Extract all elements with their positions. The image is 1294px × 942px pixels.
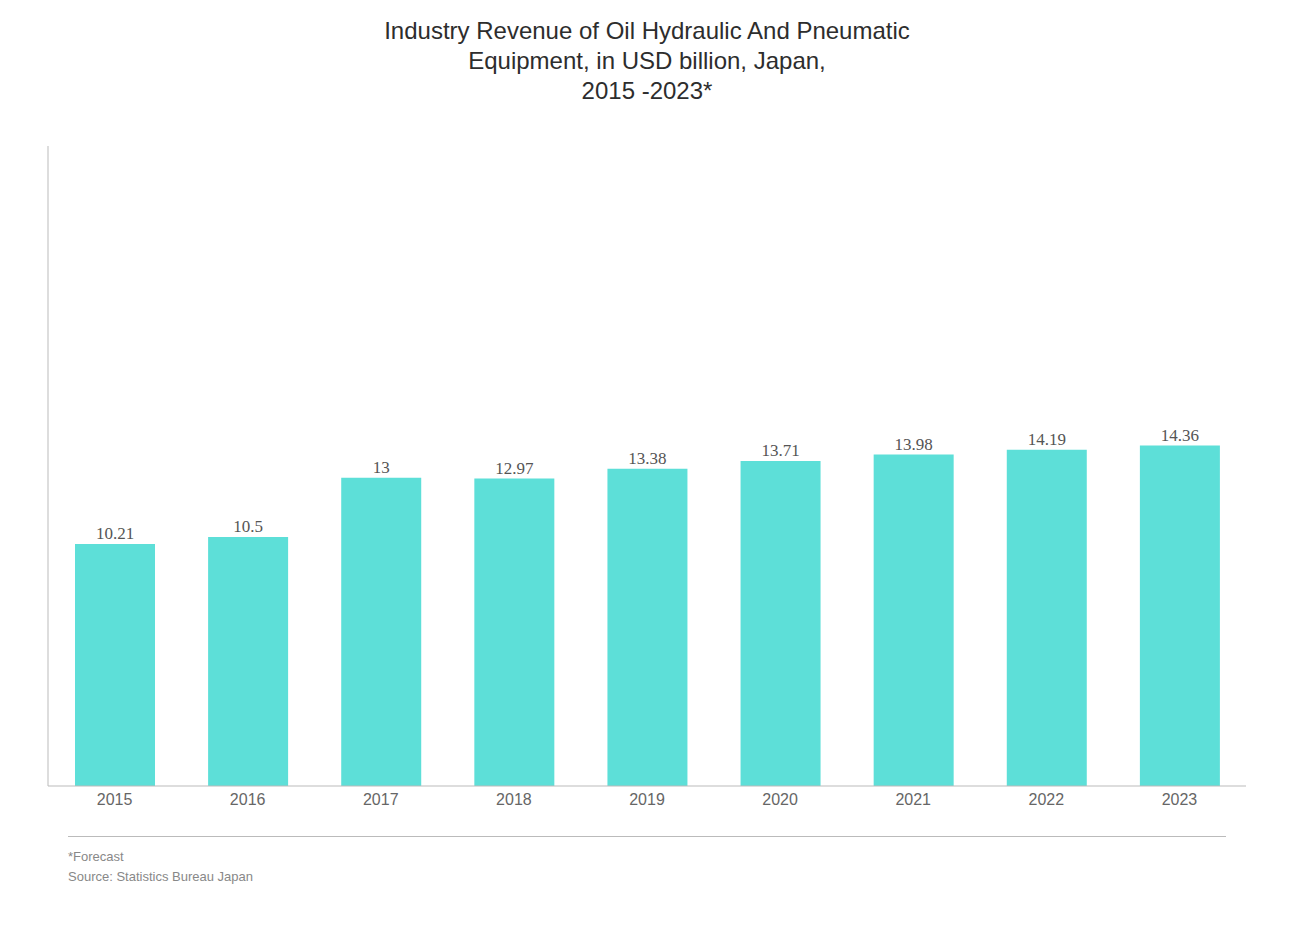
svg-text:13.98: 13.98 [895, 435, 933, 454]
html-text:2015 -2023*: 2015 -2023* [581, 77, 713, 104]
svg-text:12.97: 12.97 [495, 459, 534, 478]
svg-text:13.38: 13.38 [628, 449, 666, 468]
svg-text:2019: 2019 [629, 791, 665, 808]
svg-text:10.5: 10.5 [233, 517, 263, 536]
svg-text:10.21: 10.21 [96, 524, 134, 543]
svg-text:14.19: 14.19 [1028, 430, 1066, 449]
svg-text:13: 13 [373, 458, 390, 477]
svg-text:14.36: 14.36 [1161, 426, 1199, 445]
svg-text:2018: 2018 [496, 791, 532, 808]
svg-text:13.71: 13.71 [761, 441, 799, 460]
svg-text:2020: 2020 [762, 791, 798, 808]
svg-text:2022: 2022 [1029, 791, 1065, 808]
svg-text:2015: 2015 [97, 791, 133, 808]
html-text:Equipment, in USD billion, Jap: Equipment, in USD billion, Japan, [468, 47, 826, 74]
html-text:*Forecast: *Forecast [68, 849, 124, 864]
html-text:Source: Statistics Bureau Japa: Source: Statistics Bureau Japan [68, 869, 253, 884]
svg-text:2016: 2016 [230, 791, 266, 808]
svg-text:2017: 2017 [363, 791, 399, 808]
svg-text:2023: 2023 [1162, 791, 1198, 808]
html-text:Industry Revenue of Oil Hydrau: Industry Revenue of Oil Hydraulic And Pn… [384, 17, 910, 44]
svg-text:2021: 2021 [895, 791, 931, 808]
